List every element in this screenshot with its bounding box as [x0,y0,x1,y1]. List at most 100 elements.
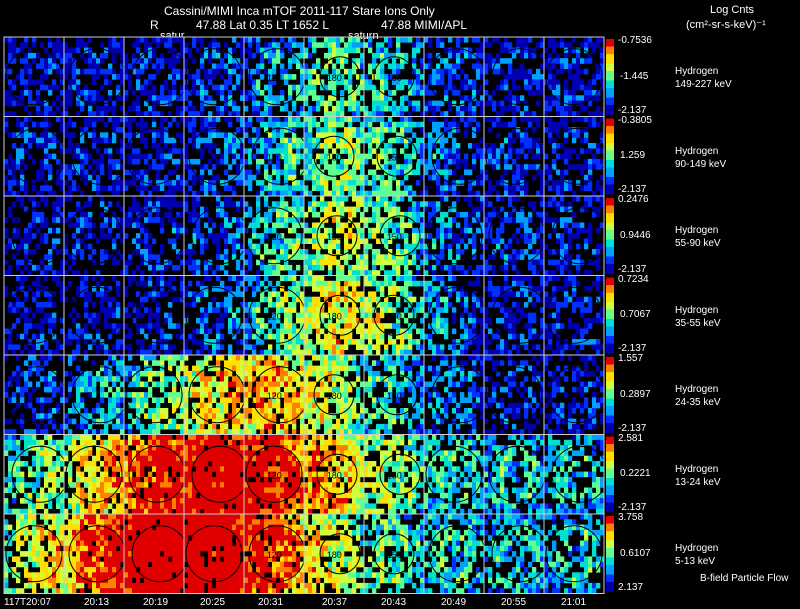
pixel [488,264,493,271]
pixel [384,79,389,85]
pixel [84,68,89,75]
pixel [180,111,185,117]
pixel [232,275,237,282]
pixel [524,127,529,133]
pixel [224,259,229,266]
pixel [164,339,169,345]
pixel [552,164,557,170]
pixel [76,79,81,85]
pixel [560,238,565,244]
pixel [596,158,601,165]
pixel [480,227,485,234]
pixel [420,211,425,218]
pixel [152,143,157,149]
pixel [324,148,329,154]
pixel [492,264,497,271]
pixel [504,185,509,191]
colorbar-segment [606,171,614,174]
pixel [576,259,581,266]
pixel [524,37,529,43]
pixel [84,84,89,91]
pixel [556,58,561,64]
pixel [596,95,601,101]
pixel [296,84,301,91]
pixel [60,217,65,223]
pixel [412,42,417,48]
pixel [220,233,225,239]
pixel [164,143,169,149]
pixel [256,243,261,250]
pixel [232,153,237,160]
pixel [376,153,381,160]
pixel [460,249,465,255]
pixel [416,105,421,112]
pixel [508,105,513,112]
pixel [188,116,193,123]
pixel [452,116,457,123]
pixel [228,323,233,329]
pixel [156,68,161,75]
pixel [440,254,445,260]
pixel [420,238,425,244]
pixel [556,105,561,112]
pixel [400,52,405,59]
pixel [444,127,449,133]
pixel [228,317,233,324]
pixel [184,201,189,207]
pixel [320,174,325,181]
pixel [292,42,297,48]
pixel [536,68,541,75]
pixel [136,74,141,80]
pixel [252,52,257,59]
pixel [532,270,537,276]
colorbar-segment [606,150,614,153]
pixel [212,63,217,70]
pixel [556,143,561,149]
pixel [52,227,57,234]
pixel [176,37,181,43]
pixel [472,206,477,213]
pixel [244,211,249,218]
pixel [32,185,37,191]
pixel [496,68,501,75]
pixel [248,174,253,181]
pixel [516,37,521,43]
pixel [288,169,293,176]
pixel [400,79,405,85]
pixel [360,63,365,70]
pixel [372,211,377,218]
pixel [332,238,337,244]
pixel [384,233,389,239]
pixel [332,158,337,165]
pixel [572,164,577,170]
pixel [64,127,69,133]
pixel [120,79,125,85]
pixel [548,63,553,70]
pixel [100,52,105,59]
pixel [468,95,473,101]
pixel [256,42,261,48]
pixel [264,121,269,128]
pixel [288,164,293,170]
pixel [64,111,69,117]
pixel [184,180,189,186]
pixel [228,90,233,96]
colorbar-segment [606,209,614,212]
pixel [12,302,17,308]
pixel [296,222,301,229]
pixel [68,121,73,128]
pixel [216,349,221,356]
pixel [52,275,57,282]
pixel [568,42,573,48]
pixel [452,143,457,149]
pixel [296,249,301,255]
pixel [244,317,249,324]
pixel [296,116,301,123]
pixel [248,95,253,101]
pixel [356,180,361,186]
pixel [284,222,289,229]
pixel [568,270,573,276]
pixel [112,254,117,260]
pixel [36,264,41,271]
pixel [464,222,469,229]
